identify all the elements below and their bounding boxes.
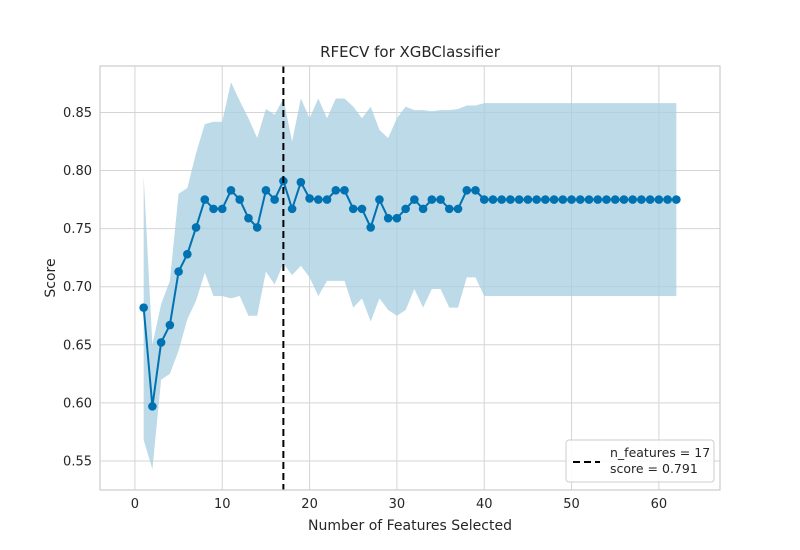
score-point xyxy=(383,213,393,223)
score-point xyxy=(322,195,332,204)
y-axis-title: Score xyxy=(43,258,59,297)
score-point xyxy=(139,303,148,312)
chart-title: RFECV for XGBClassifier xyxy=(320,43,501,61)
y-tick-labels: 0.55 0.60 0.65 0.70 0.75 0.80 0.85 xyxy=(63,106,92,469)
x-tick-label: 20 xyxy=(301,497,318,512)
score-point xyxy=(541,195,550,204)
score-point xyxy=(610,195,620,204)
score-point xyxy=(366,223,376,232)
y-tick-label: 0.55 xyxy=(63,454,92,469)
y-tick-label: 0.70 xyxy=(63,280,92,295)
score-point xyxy=(567,195,576,204)
score-point xyxy=(174,267,183,276)
score-point xyxy=(314,195,323,204)
score-point xyxy=(235,195,245,204)
score-point xyxy=(156,338,166,347)
x-tick-labels: 0 10 20 30 40 50 60 xyxy=(131,497,667,512)
score-point xyxy=(418,204,428,214)
score-points xyxy=(139,176,681,411)
score-point xyxy=(287,204,297,214)
score-point xyxy=(261,185,271,195)
score-point xyxy=(645,195,655,204)
score-point xyxy=(619,195,629,204)
score-point xyxy=(558,195,568,204)
score-point xyxy=(427,195,437,204)
legend-n-features: n_features = 17 xyxy=(610,445,710,460)
y-tick-label: 0.75 xyxy=(63,222,92,237)
x-tick-label: 40 xyxy=(476,497,493,512)
score-point xyxy=(628,195,637,204)
score-point xyxy=(340,185,349,195)
score-point xyxy=(497,195,506,204)
score-point xyxy=(602,195,611,204)
score-point xyxy=(584,195,594,204)
score-point xyxy=(226,185,236,195)
score-point xyxy=(357,204,367,214)
score-point xyxy=(375,195,384,204)
score-point xyxy=(453,204,463,214)
score-point xyxy=(209,204,218,214)
score-point xyxy=(637,195,646,204)
x-axis-title: Number of Features Selected xyxy=(308,518,512,534)
score-point xyxy=(148,402,157,411)
plot-frame xyxy=(99,65,721,491)
legend-box xyxy=(565,439,715,483)
score-point xyxy=(593,195,603,204)
y-tick-label: 0.65 xyxy=(63,338,92,353)
score-point xyxy=(575,195,585,204)
x-tick-label: 30 xyxy=(389,497,406,512)
score-point xyxy=(165,320,175,330)
score-point xyxy=(663,195,672,204)
score-point xyxy=(296,177,306,187)
score-point xyxy=(252,223,262,232)
score-point xyxy=(270,195,279,204)
score-point xyxy=(444,204,454,214)
score-point xyxy=(479,195,489,204)
score-point xyxy=(672,195,681,204)
legend-score: score = 0.791 xyxy=(610,461,698,476)
score-point xyxy=(183,249,192,259)
score-point xyxy=(191,223,201,232)
score-point xyxy=(401,204,410,214)
score-point xyxy=(392,213,402,223)
legend: n_features = 17 score = 0.791 xyxy=(565,439,715,483)
score-point xyxy=(462,185,472,195)
score-point xyxy=(532,195,541,204)
score-point xyxy=(410,195,419,204)
score-point xyxy=(506,195,515,204)
score-point xyxy=(471,185,480,195)
confidence-band xyxy=(143,82,677,470)
x-tick-label: 50 xyxy=(563,497,580,512)
score-point xyxy=(488,195,498,204)
score-point xyxy=(549,195,559,204)
score-point xyxy=(654,195,664,204)
score-point xyxy=(436,195,445,204)
y-tick-label: 0.60 xyxy=(63,396,92,411)
score-point xyxy=(217,204,227,214)
x-tick-label: 0 xyxy=(131,497,139,512)
score-point xyxy=(305,194,314,203)
x-tick-label: 60 xyxy=(651,497,668,512)
x-tick-label: 10 xyxy=(214,497,231,512)
score-point xyxy=(331,185,341,195)
score-point xyxy=(348,204,358,214)
score-point xyxy=(244,213,253,223)
y-tick-label: 0.85 xyxy=(63,106,92,121)
score-point xyxy=(200,195,210,204)
y-tick-label: 0.80 xyxy=(63,164,92,179)
score-point xyxy=(514,195,524,204)
score-point xyxy=(523,195,533,204)
